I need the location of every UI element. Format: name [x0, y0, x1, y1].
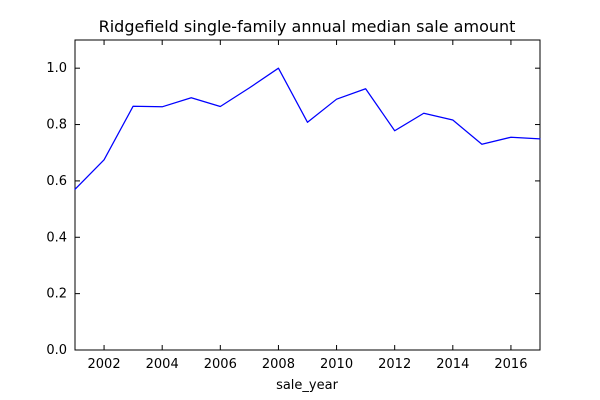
x-tick-label-2010: 2010	[320, 357, 353, 372]
x-axis-label: sale_year	[276, 378, 339, 393]
y-axis-ticks: 0.0 0.2 0.4 0.6 0.8 1.0	[46, 61, 540, 358]
x-tick-label-2002: 2002	[88, 357, 121, 372]
x-tick-label-2006: 2006	[204, 357, 237, 372]
y-tick-label-0.0: 0.0	[46, 343, 67, 358]
x-tick-label-2008: 2008	[262, 357, 295, 372]
x-axis-ticks: 2002 2004 2006 2008 2010 2012 2014 2016	[88, 40, 527, 372]
y-tick-label-1.0: 1.0	[46, 61, 67, 76]
y-tick-label-0.2: 0.2	[46, 287, 67, 302]
x-tick-label-2012: 2012	[378, 357, 411, 372]
y-tick-label-0.4: 0.4	[46, 230, 67, 245]
x-tick-label-2004: 2004	[146, 357, 179, 372]
plot-frame	[74, 39, 541, 351]
y-tick-label-0.8: 0.8	[46, 118, 67, 133]
y-tick-label-0.6: 0.6	[46, 174, 67, 189]
plot-area: 2002 2004 2006 2008 2010 2012 2014 20160.00.20.…	[46, 39, 541, 372]
series-line	[74, 67, 541, 190]
chart-title: Ridgefield single-family annual median s…	[99, 17, 516, 36]
x-tick-label-2016: 2016	[494, 357, 527, 372]
x-tick-label-2014: 2014	[436, 357, 469, 372]
